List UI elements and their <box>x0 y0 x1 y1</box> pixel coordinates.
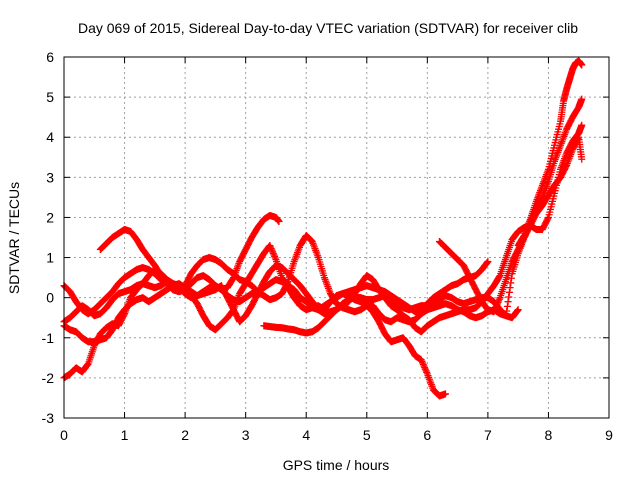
data-point <box>578 155 586 163</box>
x-tick-label: 7 <box>484 427 492 443</box>
data-point <box>421 364 429 372</box>
x-tick-label: 4 <box>302 427 310 443</box>
data-point <box>493 301 501 309</box>
data-point <box>505 288 513 296</box>
data-point <box>495 273 503 281</box>
data-point <box>267 243 275 251</box>
data-point <box>493 300 501 308</box>
data-point <box>418 357 426 365</box>
data-point <box>483 258 491 266</box>
data-points <box>60 57 586 400</box>
x-tick-label: 9 <box>605 427 613 443</box>
y-tick-label: 2 <box>46 209 54 225</box>
y-tick-label: -2 <box>42 370 55 386</box>
x-tick-label: 5 <box>363 427 371 443</box>
series-track-f <box>260 95 586 337</box>
data-point <box>504 298 512 306</box>
data-point <box>490 308 498 316</box>
data-point <box>266 242 274 250</box>
data-point <box>513 307 521 315</box>
data-point <box>578 61 586 69</box>
data-point <box>574 135 582 143</box>
data-point <box>491 306 499 314</box>
data-point <box>578 95 586 103</box>
x-tick-label: 6 <box>423 427 431 443</box>
y-tick-label: 6 <box>46 49 54 65</box>
data-point <box>507 279 515 287</box>
data-point <box>491 305 499 313</box>
x-tick-label: 1 <box>121 427 129 443</box>
data-point <box>270 251 278 259</box>
y-tick-label: -3 <box>42 410 55 426</box>
data-point <box>271 254 279 262</box>
data-point <box>492 303 500 311</box>
data-point <box>271 252 279 260</box>
x-tick-label: 8 <box>545 427 553 443</box>
x-tick-label: 0 <box>60 427 68 443</box>
data-point <box>423 368 431 376</box>
series-track-h <box>514 57 586 250</box>
data-point <box>505 293 513 301</box>
series-track-e <box>96 211 283 296</box>
data-point <box>268 246 276 254</box>
plot-frame <box>63 56 610 419</box>
data-point <box>269 249 277 257</box>
data-point <box>495 297 503 305</box>
data-point <box>421 365 429 373</box>
data-point <box>419 359 427 367</box>
data-point <box>442 390 449 398</box>
data-point <box>269 248 277 256</box>
data-point <box>514 306 522 314</box>
data-point <box>422 367 430 375</box>
data-point <box>501 311 509 319</box>
y-tick-label: 0 <box>46 290 54 306</box>
data-point <box>544 215 552 223</box>
data-point <box>275 217 283 225</box>
data-point <box>417 356 425 364</box>
data-point <box>495 295 503 303</box>
y-tick-label: -1 <box>42 330 55 346</box>
chart-title: Day 069 of 2015, Sidereal Day-to-day VTE… <box>78 20 578 36</box>
y-tick-label: 4 <box>46 129 54 145</box>
axis-ticks: 0 1 2 3 4 5 6 7 8 9 -3 -2 -1 0 1 2 3 4 5 6 <box>42 49 614 443</box>
data-point <box>562 163 570 171</box>
y-tick-label: 1 <box>46 250 54 266</box>
y-tick-label: 5 <box>46 89 54 105</box>
data-point <box>507 274 515 282</box>
x-tick-label: 2 <box>181 427 189 443</box>
y-axis-label: SDTVAR / TECUs <box>6 182 22 294</box>
y-tick-label: 3 <box>46 169 54 185</box>
data-point <box>502 312 510 320</box>
data-point <box>506 284 514 292</box>
data-point <box>578 121 586 129</box>
data-point <box>484 258 492 266</box>
data-point <box>503 302 511 310</box>
data-point <box>267 245 275 253</box>
data-point <box>503 307 511 315</box>
data-point <box>419 361 427 369</box>
x-tick-label: 3 <box>242 427 250 443</box>
x-axis-label: GPS time / hours <box>283 457 390 473</box>
data-point <box>494 298 502 306</box>
data-point <box>420 362 428 370</box>
